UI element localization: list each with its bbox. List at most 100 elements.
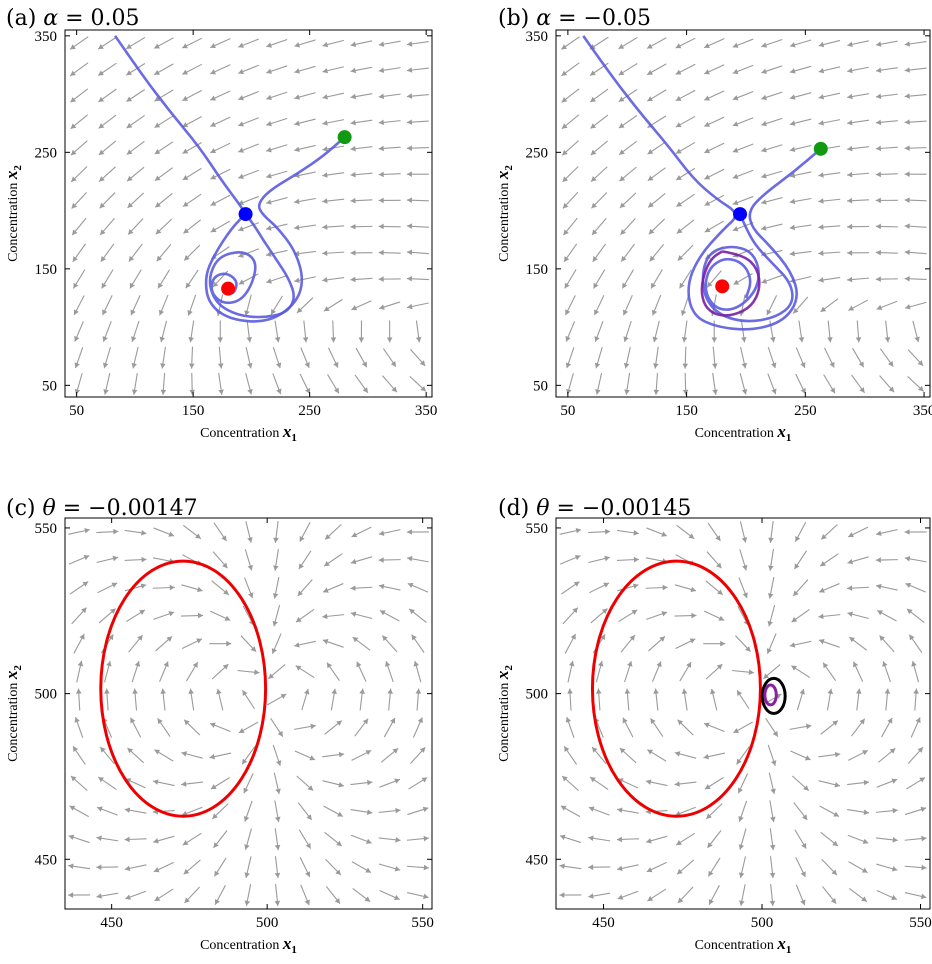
x-axis-label: Concentration x1 xyxy=(200,934,297,956)
stream-arrowhead xyxy=(679,282,685,289)
stream-arrowhead xyxy=(707,281,713,288)
stream-arrowhead xyxy=(184,897,190,904)
stream-arrowhead xyxy=(768,565,774,571)
stream-arrowhead xyxy=(858,361,864,368)
stream-arrowhead xyxy=(732,95,739,101)
stream-arrowhead xyxy=(131,362,137,369)
stream-arrowhead xyxy=(132,688,138,694)
stream-arrowhead xyxy=(139,609,145,615)
stream-arrowhead xyxy=(390,717,396,724)
stream-arrowhead xyxy=(212,813,218,819)
stream-arrowhead xyxy=(158,282,164,289)
stream-arrowhead xyxy=(738,844,745,850)
stream-arrowhead xyxy=(127,202,134,208)
stream-arrowhead xyxy=(823,662,829,669)
stream-arrowhead xyxy=(274,900,281,906)
stream-arrowhead xyxy=(618,70,625,76)
stream-arrowhead xyxy=(387,688,393,694)
stream-arrowhead xyxy=(322,639,329,645)
stream-arrowhead xyxy=(306,814,312,820)
stream-arrowhead xyxy=(618,96,625,102)
stream-arrowhead xyxy=(789,250,795,257)
stream-arrowhead xyxy=(277,730,283,737)
stream-arrowhead xyxy=(350,223,356,230)
stream-arrowhead xyxy=(761,199,767,205)
stream-arrowhead xyxy=(675,122,682,128)
stream-arrowhead xyxy=(848,305,855,311)
stream-arrowhead xyxy=(741,362,748,369)
stream-arrowhead xyxy=(732,68,739,75)
x-tick-label: 350 xyxy=(913,403,932,419)
stream-arrowhead xyxy=(921,864,927,871)
stream-arrowhead xyxy=(82,581,89,587)
stream-arrowhead xyxy=(914,336,920,343)
stream-arrowhead xyxy=(325,534,331,540)
stream-arrowhead xyxy=(676,201,683,207)
stream-arrowhead xyxy=(732,173,739,179)
stream-arrowhead xyxy=(74,362,80,369)
stream-arrowhead xyxy=(378,557,384,563)
stream-arrowhead xyxy=(653,363,659,369)
stream-arrowhead xyxy=(649,255,656,262)
stream-arrowhead xyxy=(766,648,772,654)
stream-arrowhead xyxy=(904,119,910,125)
stream-arrowhead xyxy=(763,673,770,679)
stream-arrowhead xyxy=(803,785,809,791)
stream-arrowhead xyxy=(295,616,302,623)
stream-arrowhead xyxy=(99,202,106,209)
stream-arrowhead xyxy=(622,282,628,289)
stream-arrowhead xyxy=(271,648,277,654)
stream-arrowhead xyxy=(72,229,78,236)
stream-arrowhead xyxy=(818,198,824,204)
stream-arrowhead xyxy=(294,250,300,257)
stream-arrowhead xyxy=(98,123,105,129)
stream-arrowhead xyxy=(322,172,328,178)
stream-arrowhead xyxy=(595,389,601,395)
stream-arrowhead xyxy=(126,122,133,129)
stream-arrowhead xyxy=(675,69,682,75)
stream-arrowhead xyxy=(904,529,910,535)
stream-arrowhead xyxy=(409,608,415,615)
stream-arrowhead xyxy=(154,148,161,155)
stream-arrowhead xyxy=(681,688,688,695)
stream-arrowhead xyxy=(223,589,229,595)
stream-arrowhead xyxy=(909,634,915,641)
stream-arrowhead xyxy=(244,900,251,906)
stream-arrowhead xyxy=(127,175,133,182)
stream-arrowhead xyxy=(590,149,597,155)
stream-arrowhead xyxy=(210,95,216,101)
stream-arrowhead xyxy=(100,746,106,753)
stream-arrowhead xyxy=(877,610,883,616)
stream-arrowhead xyxy=(71,176,77,182)
stream-arrowhead xyxy=(322,120,328,126)
stream-arrowhead xyxy=(708,870,714,877)
stream-arrowhead xyxy=(623,362,630,369)
stream-arrowhead xyxy=(738,815,744,822)
stream-arrowhead xyxy=(876,583,882,590)
trajectory-1 xyxy=(701,213,794,323)
stream-arrowhead xyxy=(891,778,898,784)
stream-arrowhead xyxy=(124,807,131,813)
stream-arrowhead xyxy=(592,229,598,235)
stream-arrowhead xyxy=(160,389,167,395)
stream-arrowhead xyxy=(800,899,806,906)
stream-arrowhead xyxy=(131,389,138,395)
stream-arrowhead xyxy=(704,200,711,206)
stream-arrowhead xyxy=(274,844,281,851)
stream-arrowhead xyxy=(741,537,748,543)
stream-arrowhead xyxy=(677,255,684,261)
stream-arrowhead xyxy=(169,584,175,591)
stream-arrowhead xyxy=(559,834,566,840)
stream-arrowhead xyxy=(632,583,639,589)
stream-arrowhead xyxy=(134,661,141,667)
stream-arrowhead xyxy=(297,590,304,597)
x-tick-label: 450 xyxy=(100,915,123,931)
stream-arrowhead xyxy=(681,337,688,343)
stream-arrowhead xyxy=(559,892,565,898)
stream-arrowhead xyxy=(127,747,134,754)
stream-arrowhead xyxy=(112,555,119,562)
stream-arrowhead xyxy=(820,306,827,312)
stream-arrowhead xyxy=(704,43,710,49)
stream-arrowhead xyxy=(266,68,272,74)
stream-arrowhead xyxy=(74,335,80,342)
